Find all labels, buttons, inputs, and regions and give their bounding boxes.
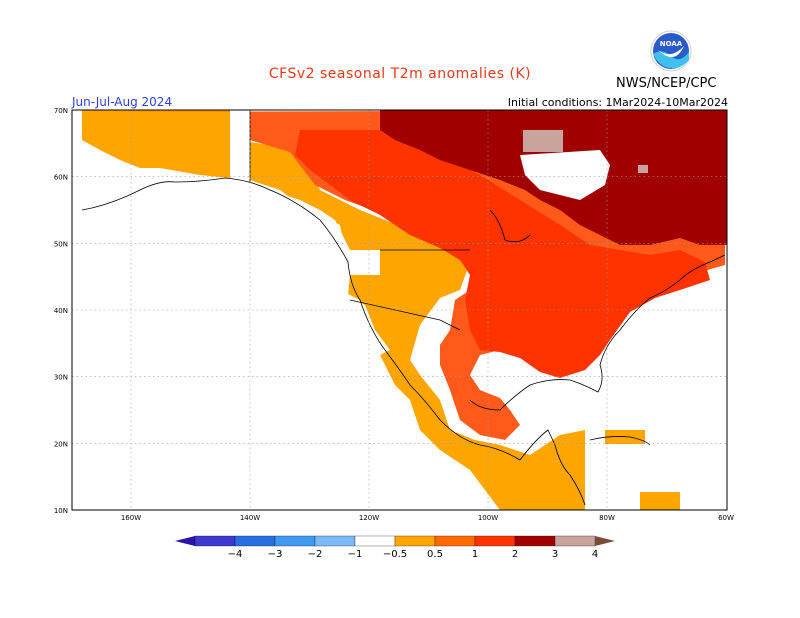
map-title: CFSv2 seasonal T2m anomalies (K) — [268, 66, 532, 82]
colorbar-segment — [194, 535, 236, 547]
lat-label: 40N — [54, 307, 68, 315]
initial-conditions-label: Initial conditions: 1Mar2024-10Mar2024 — [507, 96, 728, 109]
south-america-anomaly — [640, 492, 680, 510]
agency-label: NWS/NCEP/CPC — [616, 76, 717, 91]
colorbar-tick-label: 4 — [592, 549, 598, 560]
lon-label: 120W — [359, 514, 379, 522]
colorbar-tick-label: 2 — [512, 549, 518, 560]
anomaly-field — [82, 110, 727, 510]
colorbar-arrow-high — [595, 536, 615, 546]
colorbar-arrow-low — [175, 536, 195, 546]
graticule — [72, 110, 727, 510]
lat-label: 60N — [54, 174, 68, 182]
lon-label: 140W — [240, 514, 260, 522]
colorbar-tick-label: −3 — [268, 549, 283, 560]
lat-label: 10N — [54, 507, 68, 515]
lat-label: 20N — [54, 440, 68, 448]
anomaly-region-05 — [82, 110, 585, 510]
colorbar: −4 −3 −2 −1 −0.5 0.5 1 2 3 4 — [175, 535, 615, 560]
west-us-neutral — [230, 110, 390, 355]
map-frame — [71, 109, 728, 511]
lat-label: 50N — [54, 240, 68, 248]
colorbar-segment — [554, 535, 596, 547]
anomaly-region-4b — [638, 165, 648, 173]
colorbar-tick-label: −1 — [348, 549, 363, 560]
colorbar-segment — [314, 535, 356, 547]
colorbar-segment — [394, 535, 436, 547]
lon-label: 160W — [121, 514, 141, 522]
colorbar-tick-label: −0.5 — [383, 549, 407, 560]
coastlines — [81, 110, 726, 506]
lat-label: 30N — [54, 374, 68, 382]
anomaly-region-4a — [523, 130, 563, 152]
lon-label: 100W — [478, 514, 498, 522]
colorbar-tick-label: 1 — [472, 549, 478, 560]
lon-labels: 160W 140W 120W 100W 80W 60W — [121, 514, 734, 522]
colorbar-segment — [514, 535, 556, 547]
lat-label: 70N — [54, 107, 68, 115]
season-label: Jun-Jul-Aug 2024 — [72, 95, 173, 109]
lat-labels: 70N 60N 50N 40N 30N 20N 10N — [54, 107, 68, 515]
lon-label: 80W — [599, 514, 615, 522]
colorbar-segment — [234, 535, 276, 547]
svg-text:NOAA: NOAA — [660, 40, 683, 48]
colorbar-tick-label: 3 — [552, 549, 558, 560]
colorbar-tick-label: 0.5 — [427, 549, 443, 560]
colorbar-segment — [354, 535, 396, 547]
noaa-logo-icon: NOAA — [650, 30, 692, 72]
hudson-bay-neutral — [520, 150, 610, 200]
colorbar-tick-label: −4 — [228, 549, 243, 560]
colorbar-segment — [434, 535, 476, 547]
lon-label: 60W — [718, 514, 734, 522]
colorbar-tick-label: −2 — [308, 549, 323, 560]
colorbar-segment — [474, 535, 516, 547]
anomaly-region-2 — [295, 130, 710, 378]
colorbar-segment — [274, 535, 316, 547]
